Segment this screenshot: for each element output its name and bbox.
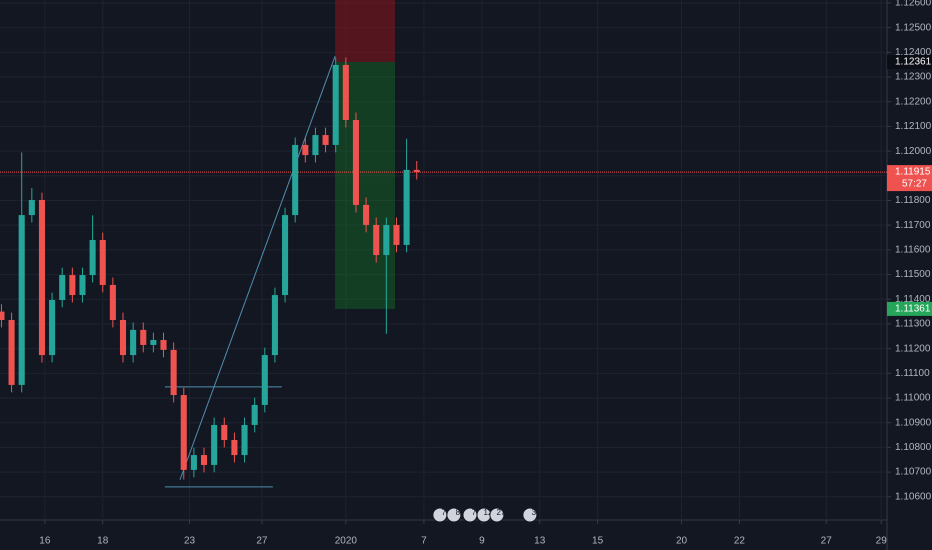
event-icon <box>522 507 538 523</box>
x-tick-label: 7 <box>421 536 427 547</box>
y-tick-label: 1.11200 <box>895 343 931 354</box>
candle-body <box>18 215 25 385</box>
candle-body <box>99 240 106 285</box>
y-tick-label: 1.12300 <box>895 72 932 83</box>
last-price-box <box>887 165 932 192</box>
y-tick-label: 1.11100 <box>895 368 930 379</box>
candle-body <box>59 275 66 300</box>
event-icon <box>489 507 505 523</box>
event-label: 12 <box>484 508 493 517</box>
candle-body <box>130 329 137 356</box>
entry-price-label-box <box>887 54 932 69</box>
candle-body <box>403 169 410 245</box>
y-tick-label: 1.10600 <box>895 491 932 502</box>
candle-body <box>241 424 248 456</box>
candle-body <box>211 424 218 465</box>
candle-body <box>140 329 147 345</box>
candle-body <box>352 120 359 205</box>
candle-body <box>170 349 177 396</box>
candle-body <box>190 455 197 470</box>
last-price-label: 1.11915 <box>895 167 931 178</box>
x-tick-label: 23 <box>184 536 196 547</box>
candle-body <box>373 224 380 256</box>
candle-body <box>0 311 5 320</box>
candle-body <box>332 64 339 145</box>
candle-body <box>251 404 258 425</box>
stop-zone <box>335 0 396 62</box>
y-tick-label: 1.12500 <box>895 22 932 33</box>
x-tick-label: 20 <box>676 536 688 547</box>
candle-body <box>292 144 299 216</box>
y-tick-label: 1.11400 <box>895 294 931 305</box>
candle-body <box>383 224 390 256</box>
x-tick-label: 27 <box>256 536 268 547</box>
candle-body <box>150 340 157 345</box>
y-tick-label: 1.11000 <box>895 393 931 404</box>
y-tick-label: 1.12400 <box>895 47 932 58</box>
candle-body <box>393 224 400 245</box>
y-tick-label: 1.11800 <box>895 195 931 206</box>
x-tick-label: 13 <box>534 536 546 547</box>
countdown-label: 57:27 <box>902 179 927 190</box>
trend-line <box>179 55 336 480</box>
y-tick-label: 1.10700 <box>895 467 932 478</box>
x-tick-label: 9 <box>479 536 485 547</box>
y-tick-label: 1.12100 <box>895 121 932 132</box>
event-label: 8 <box>456 508 461 517</box>
candle-body <box>363 204 370 225</box>
y-tick-label: 1.11500 <box>895 269 931 280</box>
candle-body <box>89 240 96 276</box>
y-tick-label: 1.12000 <box>895 146 932 157</box>
candle-body <box>271 295 278 356</box>
x-tick-label: 2020 <box>335 536 358 547</box>
candle-body <box>28 200 35 216</box>
candle-body <box>79 275 86 296</box>
entry-price-label: 1.12361 <box>895 57 932 68</box>
event-label: 7 <box>472 508 477 517</box>
target-price-label: 1.11361 <box>895 304 931 315</box>
event-icon <box>446 507 462 523</box>
event-label: 7 <box>442 508 447 517</box>
y-tick-label: 1.10900 <box>895 417 932 428</box>
candle-body <box>231 440 238 456</box>
y-tick-label: 1.11700 <box>895 220 931 231</box>
candle-body <box>342 64 349 120</box>
target-price-label-box <box>887 301 932 316</box>
y-tick-label: 1.12600 <box>895 0 932 9</box>
candle-body <box>109 284 116 320</box>
y-tick-label: 1.12200 <box>895 96 932 107</box>
x-tick-label: 27 <box>821 536 833 547</box>
candle-body <box>322 135 329 145</box>
x-tick-label: 15 <box>592 536 604 547</box>
candle-body <box>221 424 228 440</box>
event-label: 27 <box>496 508 505 517</box>
candle-body <box>302 144 309 156</box>
candle-body <box>49 300 56 356</box>
candle-body <box>413 169 420 173</box>
y-tick-label: 1.11300 <box>895 319 931 330</box>
candle-body <box>160 340 167 350</box>
candle-body <box>312 135 319 156</box>
candle-body <box>38 200 46 356</box>
event-label: 3 <box>532 508 537 517</box>
candle-body <box>261 355 268 405</box>
y-tick-label: 1.11600 <box>895 245 931 256</box>
candle-body <box>282 215 289 296</box>
x-tick-label: 22 <box>734 536 746 547</box>
y-tick-label: 1.10800 <box>895 442 932 453</box>
x-tick-label: 16 <box>39 536 51 547</box>
x-tick-label: 29 <box>876 536 888 547</box>
candle-body <box>8 320 15 385</box>
x-tick-label: 18 <box>97 536 109 547</box>
candle-body <box>119 320 127 356</box>
candle-body <box>69 275 76 296</box>
candle-body <box>180 395 187 470</box>
candle-body <box>200 455 208 465</box>
